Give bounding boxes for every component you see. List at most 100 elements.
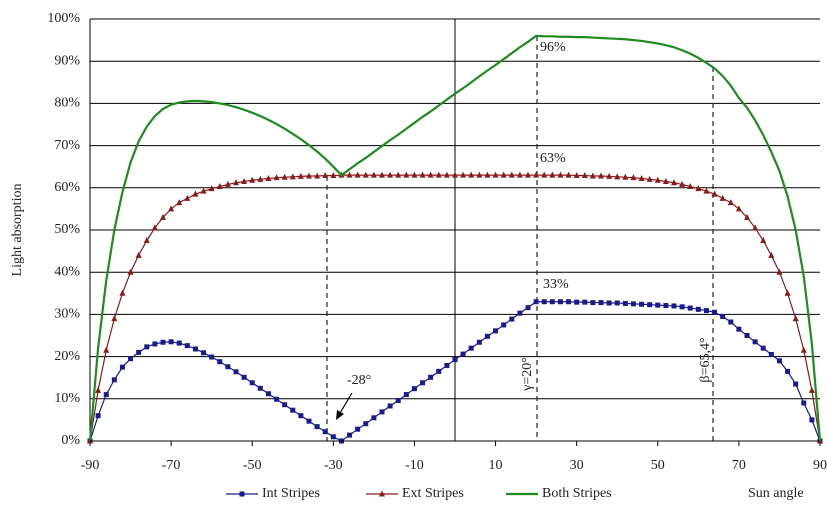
marker [379,171,385,178]
marker [216,183,223,190]
marker [152,341,158,347]
marker [663,303,669,309]
marker [225,364,231,370]
marker [411,386,417,392]
marker [290,407,296,413]
marker [720,314,726,320]
marker [346,171,353,178]
marker [233,179,239,186]
marker [622,173,629,180]
marker [347,432,353,438]
marker [687,183,694,190]
marker [249,176,256,183]
marker [752,224,759,231]
marker [403,171,410,178]
marker [752,339,758,345]
marker [160,213,166,220]
marker [209,354,215,360]
marker [712,309,718,315]
marker [703,308,709,314]
marker [679,180,686,187]
marker [582,299,588,305]
marker [257,385,263,391]
x-tick-label: 10 [489,458,503,473]
marker [566,299,572,305]
marker [484,333,490,339]
marker [647,302,653,308]
marker [192,346,198,352]
y-tick-label: 90% [54,53,80,68]
marker [719,194,726,201]
marker [484,171,491,178]
x-tick-label: -90 [81,458,100,473]
y-tick-label: 80% [54,96,80,111]
marker [638,175,645,182]
marker [411,171,418,178]
marker [671,303,677,309]
y-axis-label: Light absorption [10,184,25,277]
marker [257,175,264,182]
marker [201,350,207,356]
marker [403,392,409,398]
y-tick-label: 60% [54,180,80,195]
x-tick-label: -50 [243,458,262,473]
marker [354,171,361,178]
marker [476,339,482,345]
marker [808,386,815,393]
marker [314,172,321,179]
marker [306,172,312,179]
marker [801,400,807,406]
marker [460,171,467,178]
marker [95,386,102,393]
legend-marker [379,490,385,497]
annotation: γ=20° [520,357,535,392]
marker [419,171,426,178]
y-tick-label: 40% [54,264,80,279]
marker [119,289,126,296]
y-tick-label: 30% [54,307,80,322]
marker [249,380,255,386]
marker [135,251,142,258]
marker [282,402,288,408]
marker [322,429,328,435]
marker [168,205,175,212]
y-tick-label: 70% [54,138,80,153]
marker [468,345,474,351]
marker [176,199,183,206]
marker [671,179,677,186]
marker [306,418,312,424]
marker [768,251,775,258]
marker [541,299,547,305]
marker [581,172,588,179]
marker [711,190,718,197]
marker [200,187,207,194]
x-tick-label: 90 [813,458,827,473]
marker [127,268,134,275]
marker [792,315,799,322]
marker [516,171,523,178]
marker [233,369,239,375]
marker [151,224,158,231]
series-line [88,34,822,442]
marker [103,392,109,398]
marker [444,362,450,368]
marker [428,374,434,380]
marker [776,358,782,364]
marker [744,213,750,220]
marker [395,171,402,178]
marker [736,326,742,332]
marker [371,415,377,421]
marker [598,172,604,179]
x-tick-label: -70 [162,458,181,473]
marker [160,339,166,345]
marker [435,171,442,178]
marker [111,377,117,383]
marker [362,171,369,178]
marker [427,171,434,178]
marker [144,344,150,350]
marker [614,173,621,180]
marker [525,305,531,311]
